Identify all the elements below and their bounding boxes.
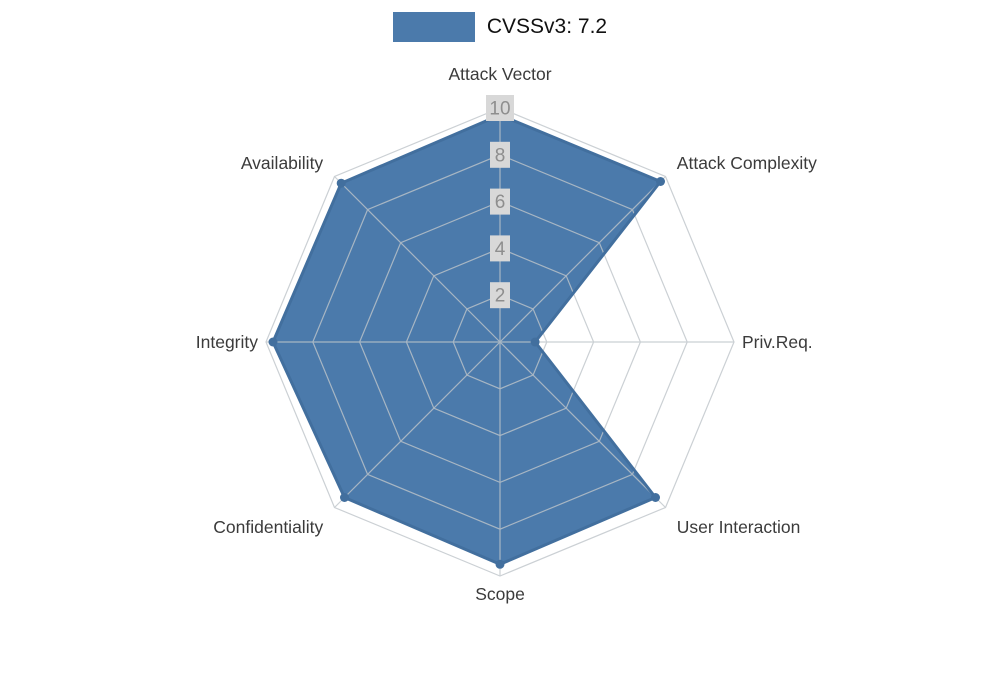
legend-label: CVSSv3: 7.2: [486, 15, 608, 38]
tick-label-8: 8: [495, 145, 506, 166]
axis-label-confidentiality: Confidentiality: [213, 517, 323, 537]
axis-label-attack-complexity: Attack Complexity: [677, 153, 817, 173]
legend[interactable]: CVSSv3: 7.2: [0, 12, 1000, 42]
series-fill: [273, 115, 661, 565]
tick-label-4: 4: [495, 239, 506, 260]
series-marker-attack-complexity: [656, 177, 665, 186]
tick-bg-10: [486, 95, 514, 121]
axis-label-integrity: Integrity: [196, 332, 258, 352]
radar-grid: [265, 107, 735, 577]
series-marker-integrity: [268, 337, 278, 347]
axis-label-scope: Scope: [475, 584, 525, 604]
series-marker-user-interaction: [651, 493, 660, 502]
series-marker-availability: [336, 178, 346, 188]
axis-label-availability: Availability: [241, 153, 324, 173]
axis-label-priv-req: Priv.Req.: [742, 332, 813, 352]
grid-spoke-confidentiality: [334, 341, 501, 508]
grid-spoke-availability: [334, 176, 501, 343]
tick-label-6: 6: [495, 192, 506, 213]
series-marker-scope: [495, 559, 505, 569]
axis-label-attack-vector: Attack Vector: [448, 64, 551, 84]
tick-bg-2: [490, 282, 510, 309]
tick-bg-8: [490, 141, 510, 168]
series-marker-confidentiality: [340, 493, 349, 502]
axis-label-user-interaction: User Interaction: [677, 517, 801, 537]
series-marker-priv-req: [530, 337, 540, 347]
tick-bg-6: [490, 188, 510, 215]
grid-spoke-attack-complexity: [499, 176, 666, 343]
tick-bg-4: [490, 235, 510, 262]
tick-label-10: 10: [489, 99, 510, 120]
grid-spoke-user-interaction: [499, 341, 666, 508]
tick-label-2: 2: [495, 286, 506, 307]
legend-swatch: [392, 12, 475, 42]
